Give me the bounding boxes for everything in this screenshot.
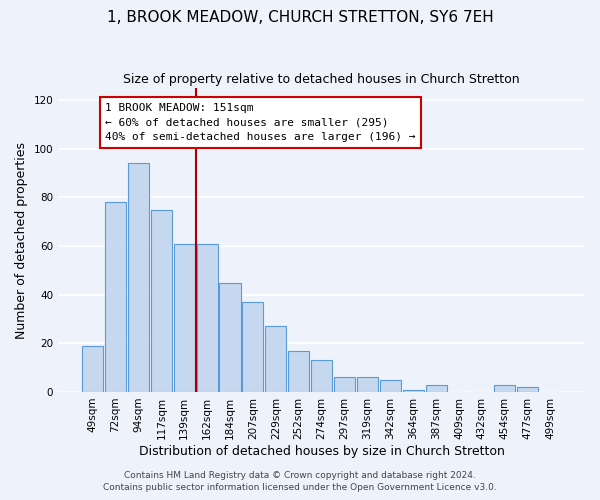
Bar: [311, 360, 332, 392]
Bar: [151, 210, 172, 392]
Bar: [517, 387, 538, 392]
Bar: [105, 202, 126, 392]
Bar: [334, 378, 355, 392]
Bar: [380, 380, 401, 392]
Text: Contains HM Land Registry data © Crown copyright and database right 2024.
Contai: Contains HM Land Registry data © Crown c…: [103, 471, 497, 492]
Bar: [403, 390, 424, 392]
Text: 1 BROOK MEADOW: 151sqm
← 60% of detached houses are smaller (295)
40% of semi-de: 1 BROOK MEADOW: 151sqm ← 60% of detached…: [105, 102, 416, 142]
Bar: [494, 384, 515, 392]
Bar: [425, 384, 446, 392]
Bar: [242, 302, 263, 392]
Title: Size of property relative to detached houses in Church Stretton: Size of property relative to detached ho…: [123, 72, 520, 86]
Y-axis label: Number of detached properties: Number of detached properties: [15, 142, 28, 338]
X-axis label: Distribution of detached houses by size in Church Stretton: Distribution of detached houses by size …: [139, 444, 505, 458]
Text: 1, BROOK MEADOW, CHURCH STRETTON, SY6 7EH: 1, BROOK MEADOW, CHURCH STRETTON, SY6 7E…: [107, 10, 493, 25]
Bar: [357, 378, 378, 392]
Bar: [288, 350, 309, 392]
Bar: [128, 164, 149, 392]
Bar: [197, 244, 218, 392]
Bar: [220, 282, 241, 392]
Bar: [265, 326, 286, 392]
Bar: [82, 346, 103, 392]
Bar: [173, 244, 195, 392]
